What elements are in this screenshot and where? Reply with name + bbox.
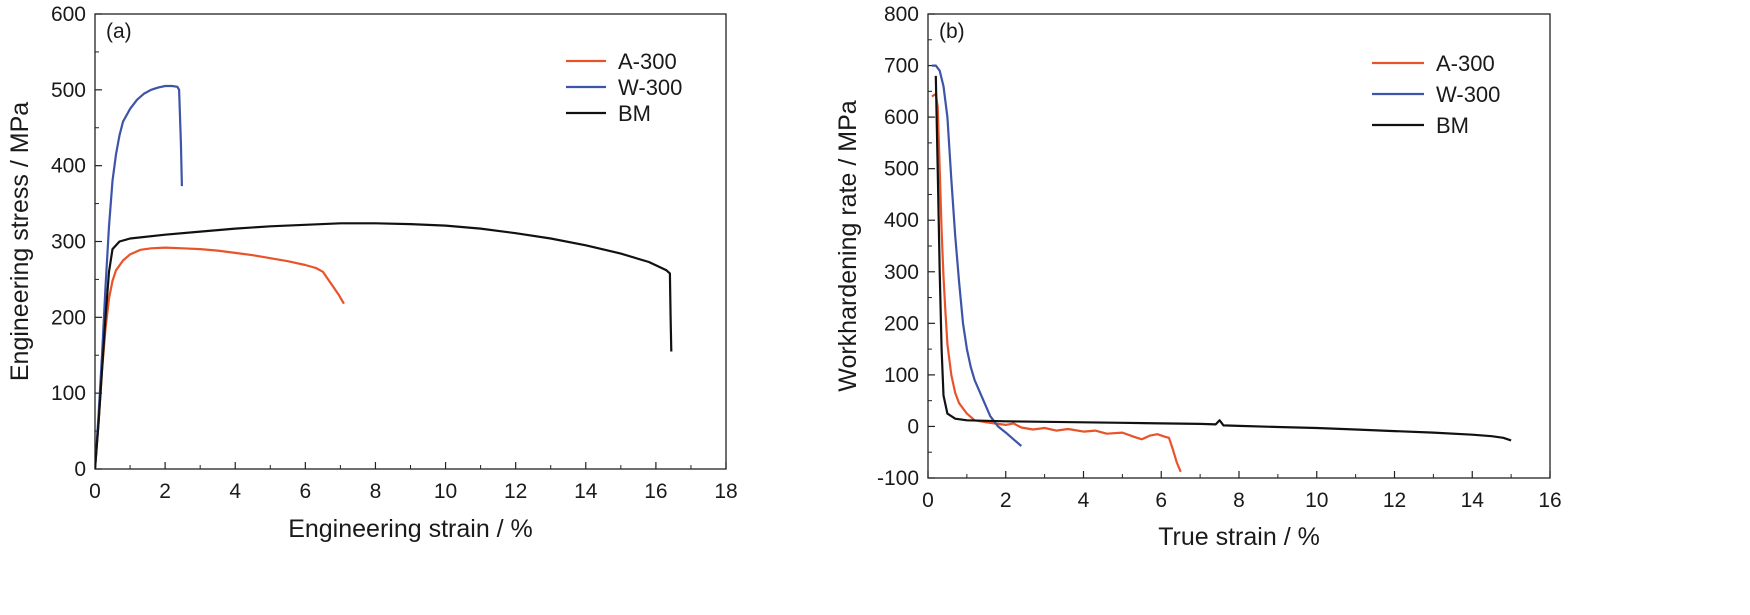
x-tick-label: 8 bbox=[1233, 489, 1245, 512]
legend-label: BM bbox=[618, 101, 651, 126]
y-tick-label: 0 bbox=[907, 415, 919, 438]
x-tick-label: 6 bbox=[299, 480, 311, 503]
x-tick-label: 10 bbox=[434, 480, 457, 503]
x-tick-label: 0 bbox=[922, 489, 934, 512]
y-tick-label: 400 bbox=[51, 155, 86, 178]
x-tick-label: 12 bbox=[1383, 489, 1406, 512]
y-tick-label: 600 bbox=[884, 106, 919, 129]
series-line-w-300 bbox=[931, 64, 1023, 447]
legend-label: W-300 bbox=[1436, 82, 1500, 107]
panel-label: (a) bbox=[106, 20, 132, 43]
series-line-a-300 bbox=[95, 246, 345, 469]
y-tick-label: 200 bbox=[884, 312, 919, 335]
x-axis-title: Engineering strain / % bbox=[288, 515, 533, 543]
y-tick-label: 600 bbox=[51, 3, 86, 26]
x-axis-title: True strain / % bbox=[1158, 523, 1320, 551]
legend-label: BM bbox=[1436, 113, 1469, 138]
series-line-a-300 bbox=[931, 92, 1182, 473]
panel-label: (b) bbox=[939, 20, 965, 43]
series-line-bm bbox=[95, 222, 673, 469]
legend-label: A-300 bbox=[618, 49, 677, 74]
y-tick-label: 200 bbox=[51, 306, 86, 329]
x-tick-label: 18 bbox=[714, 480, 737, 503]
legend-label: W-300 bbox=[618, 75, 682, 100]
x-tick-label: 6 bbox=[1155, 489, 1167, 512]
chart-panel-a: 0 2 4 6 8 10 12 14 16 18 0 100 200 300 400 500 600 Engine… bbox=[6, 3, 738, 543]
x-tick-label: 2 bbox=[1000, 489, 1012, 512]
series-line-bm bbox=[934, 75, 1512, 442]
y-tick-label: 800 bbox=[884, 3, 919, 26]
y-tick-label: -100 bbox=[877, 467, 919, 490]
legend-label: A-300 bbox=[1436, 51, 1495, 76]
x-tick-label: 14 bbox=[574, 480, 598, 503]
x-tick-label: 4 bbox=[229, 480, 241, 503]
y-tick-label: 300 bbox=[51, 231, 86, 254]
y-tick-label: 100 bbox=[51, 382, 86, 405]
x-tick-label: 4 bbox=[1078, 489, 1090, 512]
y-tick-label: 0 bbox=[74, 458, 86, 481]
series-line-w-300 bbox=[95, 84, 183, 469]
y-axis-title: Workhardening rate / MPa bbox=[834, 100, 862, 391]
y-tick-label: 500 bbox=[884, 158, 919, 181]
chart-panel-b: 0 2 4 6 8 10 12 14 16-10001002003004005006007008… bbox=[834, 3, 1562, 551]
x-tick-label: 12 bbox=[504, 480, 527, 503]
x-tick-label: 8 bbox=[370, 480, 382, 503]
x-tick-label: 2 bbox=[159, 480, 171, 503]
y-tick-label: 100 bbox=[884, 364, 919, 387]
y-tick-label: 300 bbox=[884, 261, 919, 284]
y-tick-label: 700 bbox=[884, 55, 919, 78]
x-tick-label: 16 bbox=[644, 480, 667, 503]
x-tick-label: 0 bbox=[89, 480, 101, 503]
y-axis-title: Engineering stress / MPa bbox=[6, 102, 34, 381]
x-tick-label: 14 bbox=[1461, 489, 1485, 512]
y-tick-label: 400 bbox=[884, 209, 919, 232]
x-tick-label: 10 bbox=[1305, 489, 1328, 512]
y-tick-label: 500 bbox=[51, 79, 86, 102]
x-tick-label: 16 bbox=[1538, 489, 1561, 512]
